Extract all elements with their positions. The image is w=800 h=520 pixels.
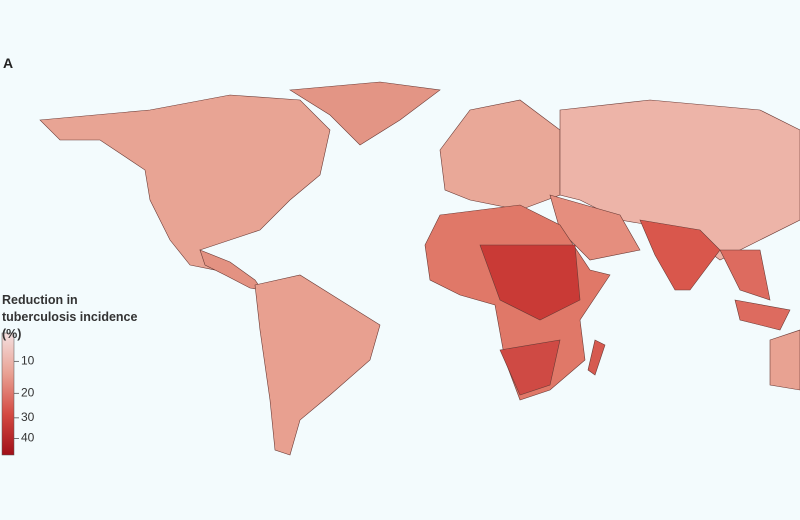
india (639, 219, 721, 291)
legend-tick-label: 40 (21, 431, 35, 445)
legend-title: Reduction in tuberculosis incidence (%) (2, 293, 138, 341)
australia (769, 329, 800, 391)
north-america (39, 94, 331, 271)
legend-tick-label: 20 (21, 385, 35, 399)
world-map (39, 81, 800, 456)
southern-africa (499, 339, 561, 396)
legend-tick-label: 30 (21, 410, 35, 424)
central-america (199, 249, 263, 291)
greenland (289, 81, 441, 146)
southeast-asia (719, 249, 771, 301)
south-america (254, 274, 381, 456)
europe (439, 99, 561, 211)
central-africa (479, 244, 581, 321)
madagascar (587, 339, 606, 376)
legend-tick-label: 10 (21, 354, 35, 368)
indonesia (734, 299, 791, 331)
colorbar (1, 332, 15, 456)
panel-label: A (3, 55, 14, 71)
